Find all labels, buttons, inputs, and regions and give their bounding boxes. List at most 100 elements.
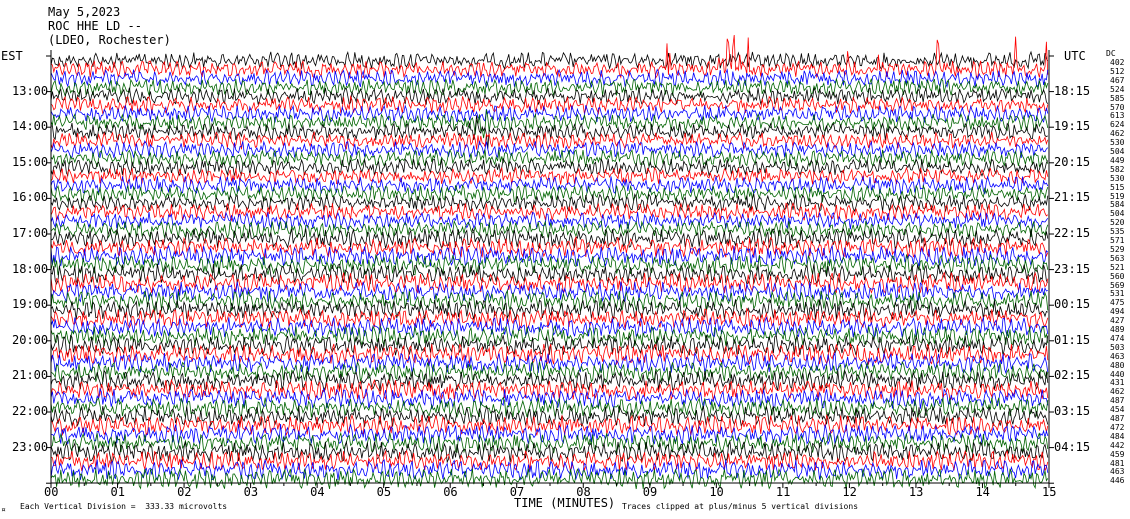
trace-amplitude: 475 xyxy=(1110,298,1125,308)
seismic-trace xyxy=(50,78,1049,98)
seismic-trace xyxy=(50,166,1049,186)
trace-amplitude: 521 xyxy=(1110,262,1125,272)
trace-amplitude: 431 xyxy=(1110,378,1125,388)
seismic-trace xyxy=(50,298,1048,321)
seismic-trace xyxy=(50,148,1049,169)
seismic-trace xyxy=(50,414,1049,437)
x-tick-label: 08 xyxy=(576,485,591,499)
right-hour-label: 02:15 xyxy=(1054,368,1091,383)
trace-amplitude: 512 xyxy=(1110,66,1125,76)
trace-amplitude: 472 xyxy=(1110,422,1125,432)
seismic-trace xyxy=(50,94,1049,115)
corner-mark: ¤ xyxy=(1,505,6,514)
seismic-trace xyxy=(50,244,1049,267)
left-hour-label: 14:00 xyxy=(12,119,49,134)
seismic-trace xyxy=(50,431,1049,454)
trace-amplitude: 463 xyxy=(1110,467,1125,477)
left-hour-label: 23:00 xyxy=(12,439,49,454)
seismic-trace xyxy=(50,235,1049,259)
right-hour-label: 18:15 xyxy=(1054,83,1091,98)
x-tick-label: 03 xyxy=(243,485,259,499)
scale-note: Each Vertical Division = 333.33 microvol… xyxy=(20,502,228,511)
seismic-trace xyxy=(50,104,1049,124)
trace-amplitude: 582 xyxy=(1110,164,1125,174)
left-hour-label: 20:00 xyxy=(12,332,49,347)
seismic-trace xyxy=(50,440,1049,464)
seismic-trace xyxy=(50,130,1049,151)
right-hour-label: 04:15 xyxy=(1054,439,1091,454)
trace-amplitude: 524 xyxy=(1110,84,1125,94)
left-hour-label: 18:00 xyxy=(12,261,49,276)
left-hour-label: 13:00 xyxy=(12,83,49,98)
seismic-trace xyxy=(50,351,1049,375)
trace-amplitude: 624 xyxy=(1110,120,1125,130)
trace-amplitude: 402 xyxy=(1110,58,1125,67)
left-hour-label: 17:00 xyxy=(12,226,49,240)
right-hour-label: 22:15 xyxy=(1054,226,1091,240)
seismic-trace xyxy=(50,334,1049,356)
x-tick-label: 01 xyxy=(110,485,125,499)
right-hour-label: 00:15 xyxy=(1054,297,1091,312)
x-tick-label: 07 xyxy=(509,485,525,499)
trace-amplitude: 489 xyxy=(1110,325,1125,334)
seismic-trace xyxy=(51,423,1049,446)
x-tick-label: 12 xyxy=(842,485,857,499)
trace-amplitude: 480 xyxy=(1110,360,1125,370)
trace-amplitude: 585 xyxy=(1110,93,1125,103)
x-tick-label: 13 xyxy=(908,485,924,499)
seismic-trace xyxy=(50,202,1049,222)
seismic-trace xyxy=(50,271,1049,295)
trace-amplitude: 530 xyxy=(1110,173,1125,183)
seismic-trace xyxy=(50,396,1049,419)
seismic-trace xyxy=(50,211,1049,231)
seismic-trace xyxy=(50,459,1049,481)
seismic-trace xyxy=(50,316,1049,339)
left-hour-label: 16:00 xyxy=(12,190,49,205)
seismic-trace xyxy=(50,219,1049,240)
x-tick-label: 09 xyxy=(642,485,658,499)
trace-amplitude: 463 xyxy=(1110,351,1125,361)
right-zone-label: UTC xyxy=(1064,49,1086,63)
trace-amplitude: 487 xyxy=(1110,396,1125,406)
network-label: (LDEO, Rochester) xyxy=(48,33,171,47)
right-hour-label: 21:15 xyxy=(1054,190,1091,205)
seismic-trace xyxy=(50,289,1049,313)
right-hour-label: 20:15 xyxy=(1054,154,1091,169)
x-tick-label: 14 xyxy=(975,485,990,499)
seismic-trace xyxy=(50,253,1049,277)
trace-amplitude: 504 xyxy=(1110,209,1125,219)
trace-amplitude: 563 xyxy=(1110,253,1125,263)
seismic-trace xyxy=(50,68,1049,89)
trace-amplitude: 530 xyxy=(1110,138,1125,148)
trace-amplitude: 503 xyxy=(1110,342,1125,352)
seismic-trace xyxy=(50,369,1049,393)
left-hour-label: 21:00 xyxy=(12,368,49,383)
trace-amplitude: 481 xyxy=(1110,458,1125,468)
x-axis-label: TIME (MINUTES) xyxy=(514,496,616,510)
x-tick-label: 10 xyxy=(709,485,724,499)
seismic-trace xyxy=(50,405,1049,428)
x-tick-label: 05 xyxy=(376,485,392,499)
trace-amplitude: 442 xyxy=(1110,440,1125,450)
right-hour-label: 01:15 xyxy=(1054,332,1091,347)
trace-amplitude: 462 xyxy=(1110,387,1125,397)
trace-amplitude: 571 xyxy=(1110,236,1125,245)
trace-amplitude: 440 xyxy=(1110,369,1125,379)
seismic-trace xyxy=(50,324,1049,347)
date-label: May 5,2023 xyxy=(48,5,121,19)
seismic-trace xyxy=(50,193,1049,213)
trace-amplitude: 531 xyxy=(1110,289,1125,299)
seismic-trace xyxy=(50,387,1049,410)
right-hour-label: 03:15 xyxy=(1054,404,1091,418)
seismic-trace xyxy=(50,115,1048,149)
seismic-trace xyxy=(50,449,1049,472)
clip-note: Traces clipped at plus/minus 5 vertical … xyxy=(622,502,859,511)
trace-amplitude: 484 xyxy=(1110,431,1125,441)
seismic-trace xyxy=(50,263,1049,285)
trace-group xyxy=(50,34,1049,490)
axis-group xyxy=(46,50,1054,488)
trace-amplitude: 474 xyxy=(1110,333,1125,343)
trace-amplitude: 487 xyxy=(1110,414,1125,423)
x-tick-label: 04 xyxy=(310,485,325,499)
